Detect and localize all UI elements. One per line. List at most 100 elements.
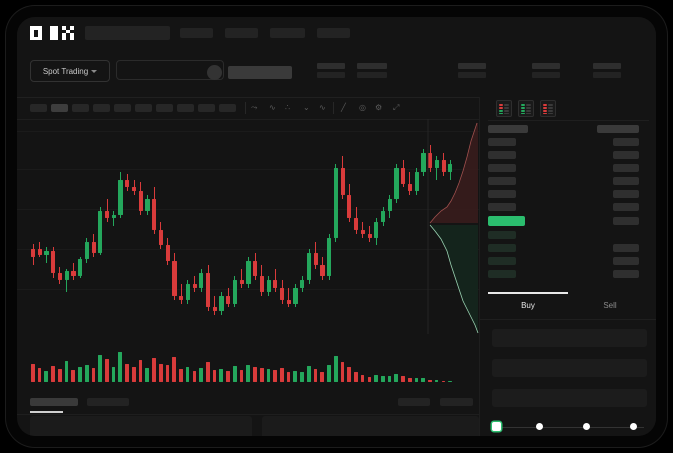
volume-bar — [239, 369, 244, 382]
table-row[interactable] — [613, 138, 639, 146]
orderbook-view-bids[interactable] — [518, 100, 534, 117]
candle — [165, 119, 170, 327]
table-row[interactable] — [488, 151, 516, 159]
candle — [380, 119, 386, 327]
volume-bar — [394, 374, 399, 382]
amount-percent-slider[interactable] — [492, 421, 647, 433]
top-header-bar — [17, 17, 656, 50]
candle — [118, 119, 123, 327]
global-search-input[interactable] — [85, 26, 170, 40]
candle — [434, 119, 439, 327]
table-row[interactable] — [613, 203, 639, 211]
candlestick-chart[interactable] — [17, 119, 479, 327]
volume-bar — [380, 375, 385, 382]
slider-node-1[interactable] — [536, 423, 543, 430]
nav-item-1[interactable] — [180, 28, 213, 38]
drawing-tools-icon[interactable]: ╱ — [341, 103, 346, 112]
timeframe-chip-9[interactable] — [219, 104, 236, 112]
orderbook-view-asks[interactable] — [540, 100, 556, 117]
candle — [37, 119, 42, 327]
tab-sell[interactable]: Sell — [603, 301, 617, 310]
orderbook-view-both[interactable] — [496, 100, 512, 117]
settings-icon[interactable]: ⚙ — [375, 103, 383, 112]
table-row[interactable] — [613, 164, 639, 172]
timeframe-chip-7[interactable] — [177, 104, 194, 112]
pair-coin-icon — [207, 65, 222, 80]
table-row[interactable] — [613, 151, 639, 159]
stat-24h-volume — [593, 63, 621, 78]
timeframe-chip-6[interactable] — [156, 104, 173, 112]
nav-item-2[interactable] — [225, 28, 258, 38]
nav-item-4[interactable] — [317, 28, 350, 38]
bottom-action-1[interactable] — [398, 398, 430, 406]
order-amount-input[interactable] — [492, 359, 647, 377]
timeframe-chip-2[interactable] — [72, 104, 89, 112]
line-chart-icon[interactable]: ∿ — [319, 103, 326, 112]
volume-bar — [340, 362, 345, 382]
candle — [333, 119, 339, 327]
table-row[interactable] — [488, 257, 516, 265]
slider-node-3[interactable] — [630, 423, 637, 430]
table-row[interactable] — [613, 190, 639, 198]
volume-bar — [57, 368, 62, 382]
volume-bar — [145, 368, 150, 382]
timeframe-chip-5[interactable] — [135, 104, 152, 112]
market-type-selector[interactable]: Spot Trading — [30, 60, 110, 82]
table-row[interactable] — [613, 270, 639, 278]
timeframe-chip-4[interactable] — [114, 104, 131, 112]
bottom-panel-right — [262, 416, 479, 436]
nav-item-3[interactable] — [270, 28, 305, 38]
order-total-input[interactable] — [492, 389, 647, 407]
candle — [327, 119, 332, 327]
order-price-input[interactable] — [492, 329, 647, 347]
active-tab-underline — [30, 411, 63, 413]
timeframe-chip-3[interactable] — [93, 104, 110, 112]
volume-bar — [152, 358, 156, 382]
timeframe-chip-0[interactable] — [30, 104, 47, 112]
timeframe-chip-1[interactable] — [51, 104, 68, 112]
indicators-icon[interactable]: ∿ — [269, 103, 276, 112]
volume-bar — [138, 360, 143, 382]
table-row[interactable] — [488, 244, 516, 252]
okx-logo[interactable] — [30, 26, 74, 41]
table-row[interactable] — [613, 244, 639, 252]
alert-icon[interactable]: ◎ — [359, 103, 366, 112]
candle — [354, 119, 359, 327]
bottom-action-2[interactable] — [440, 398, 473, 406]
volume-bar — [232, 366, 237, 382]
candle — [131, 119, 137, 327]
candle — [421, 119, 426, 327]
table-row[interactable] — [488, 231, 516, 239]
chevron-down-icon[interactable]: ⌄ — [303, 103, 310, 112]
table-row[interactable] — [488, 177, 516, 185]
table-row[interactable] — [613, 217, 639, 225]
tab-buy[interactable]: Buy — [521, 301, 535, 310]
table-row[interactable] — [613, 177, 639, 185]
candlestick-type-icon[interactable]: ⤳ — [251, 103, 258, 112]
slider-node-2[interactable] — [583, 423, 590, 430]
candle — [387, 119, 392, 327]
timeframe-chip-8[interactable] — [198, 104, 215, 112]
candle — [205, 119, 211, 327]
table-row[interactable] — [613, 257, 639, 265]
table-row[interactable] — [488, 270, 516, 278]
candle-series — [17, 119, 479, 327]
compare-icon[interactable]: ∴ — [285, 103, 291, 112]
volume-bar — [374, 374, 378, 382]
table-row[interactable] — [488, 164, 516, 172]
volume-bar — [165, 365, 170, 382]
table-row[interactable] — [488, 138, 516, 146]
fullscreen-icon[interactable]: ⤢ — [393, 103, 400, 112]
app-screen: Spot Trading ⤳ ∿ ∴ ⌄ ∿ ╱ ◎ ⚙ ⤢ — [17, 17, 656, 436]
tab-open-orders[interactable] — [30, 398, 78, 406]
volume-bar — [84, 365, 89, 382]
tab-order-history[interactable] — [87, 398, 129, 406]
slider-node-0[interactable] — [492, 422, 501, 431]
volume-bar — [246, 364, 251, 382]
volume-bar — [401, 376, 405, 382]
table-row[interactable] — [488, 203, 516, 211]
table-row[interactable] — [488, 190, 516, 198]
volume-bar — [44, 370, 49, 382]
candle — [179, 119, 184, 327]
